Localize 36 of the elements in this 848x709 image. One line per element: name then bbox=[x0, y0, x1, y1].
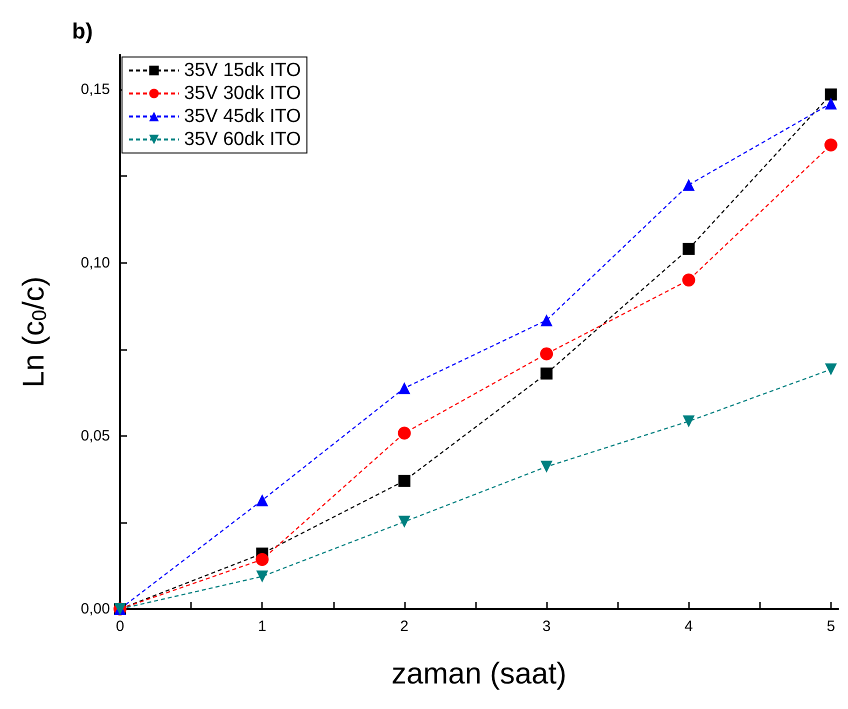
point bbox=[256, 552, 269, 566]
point bbox=[824, 97, 837, 110]
point bbox=[824, 363, 837, 376]
x-tick-label: 1 bbox=[258, 618, 266, 635]
x-axis-title: zaman (saat) bbox=[391, 658, 567, 690]
point bbox=[682, 178, 695, 191]
x-tick-label: 5 bbox=[826, 618, 836, 635]
text: b) bbox=[72, 18, 93, 44]
point bbox=[682, 274, 696, 287]
y-axis-title: Ln (c0/c) bbox=[18, 276, 51, 388]
point bbox=[398, 474, 410, 487]
x-tick-label: 4 bbox=[684, 618, 693, 635]
y-tick-label: 0,00 bbox=[80, 600, 110, 618]
y-tick-label: 0,05 bbox=[80, 427, 110, 444]
point bbox=[398, 516, 410, 528]
point bbox=[398, 382, 410, 394]
point bbox=[824, 138, 838, 152]
x-tick-label: 2 bbox=[400, 618, 409, 635]
y-tick-label: 0,15 bbox=[80, 81, 110, 98]
legend-label: 35V 45dk ITO bbox=[184, 106, 301, 127]
point bbox=[540, 347, 554, 360]
point bbox=[256, 570, 268, 582]
legend-label: 35V 15dk ITO bbox=[184, 60, 301, 81]
x-tick-label: 0 bbox=[116, 618, 124, 635]
x-tick-label: 3 bbox=[542, 618, 551, 635]
point bbox=[540, 368, 553, 380]
point bbox=[540, 460, 553, 473]
point bbox=[398, 426, 411, 440]
point bbox=[256, 494, 268, 506]
point bbox=[682, 242, 695, 255]
y-tick-label: 0,10 bbox=[80, 254, 110, 272]
point bbox=[540, 314, 553, 326]
legend-label: 35V 30dk ITO bbox=[184, 83, 301, 104]
point bbox=[682, 415, 695, 428]
point bbox=[824, 88, 837, 100]
legend-label: 35V 60dk ITO bbox=[184, 129, 301, 150]
